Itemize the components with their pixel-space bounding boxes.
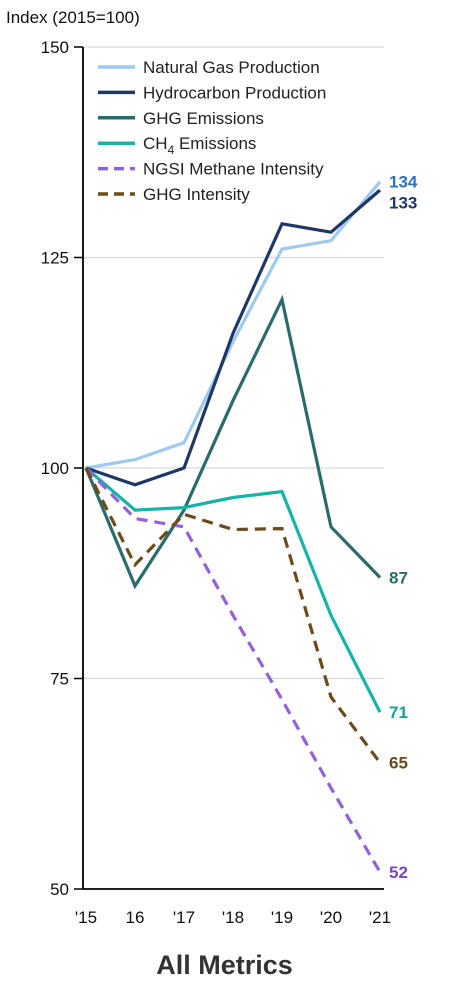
end-labels: 134 133 87 71 65 52 — [389, 173, 418, 882]
end-value-label: 52 — [389, 863, 408, 882]
y-tick-label: 75 — [50, 670, 69, 689]
x-tick-label: '18 — [222, 908, 244, 927]
series-layer — [84, 180, 382, 874]
series-line-5 — [84, 466, 382, 874]
y-tick-label: 150 — [41, 38, 69, 57]
legend-label: GHG Intensity — [143, 185, 250, 204]
legend: Natural Gas Production Hydrocarbon Produc… — [98, 58, 326, 204]
series-line-6 — [84, 467, 382, 764]
x-tick-label: '21 — [369, 908, 391, 927]
end-value-label: 87 — [389, 568, 408, 587]
x-tick-label: '20 — [320, 908, 342, 927]
chart: Index (2015=100) 50 75 100 125 150 '15 16 '17 '1… — [6, 8, 418, 927]
end-value-label: 133 — [389, 194, 417, 213]
x-tick-label: '19 — [271, 908, 293, 927]
legend-label: Natural Gas Production — [143, 58, 320, 77]
end-value-label: 134 — [389, 173, 418, 192]
grid — [83, 46, 384, 680]
y-tick-label: 50 — [50, 880, 69, 899]
y-axis-title: Index (2015=100) — [6, 8, 140, 27]
x-tick-label: '15 — [75, 908, 97, 927]
y-tick-label: 125 — [41, 249, 69, 268]
legend-label: NGSI Methane Intensity — [143, 160, 324, 179]
legend-label: Hydrocarbon Production — [143, 83, 326, 102]
end-value-label: 71 — [389, 703, 408, 722]
y-tick-label: 100 — [41, 459, 69, 478]
series-line-3 — [84, 294, 382, 590]
chart-title: All Metrics — [156, 950, 293, 980]
legend-label: GHG Emissions — [143, 109, 264, 128]
x-tick-label: '17 — [173, 908, 195, 927]
series-line-2 — [85, 188, 382, 487]
x-tick-label: 16 — [126, 908, 145, 927]
legend-label: CH4 Emissions — [143, 134, 256, 157]
series-line-4 — [84, 466, 382, 713]
series-line-1 — [85, 180, 382, 470]
end-value-label: 65 — [389, 754, 408, 773]
axes: 50 75 100 125 150 '15 16 '17 '18 '19 '20 '21 — [41, 38, 391, 927]
